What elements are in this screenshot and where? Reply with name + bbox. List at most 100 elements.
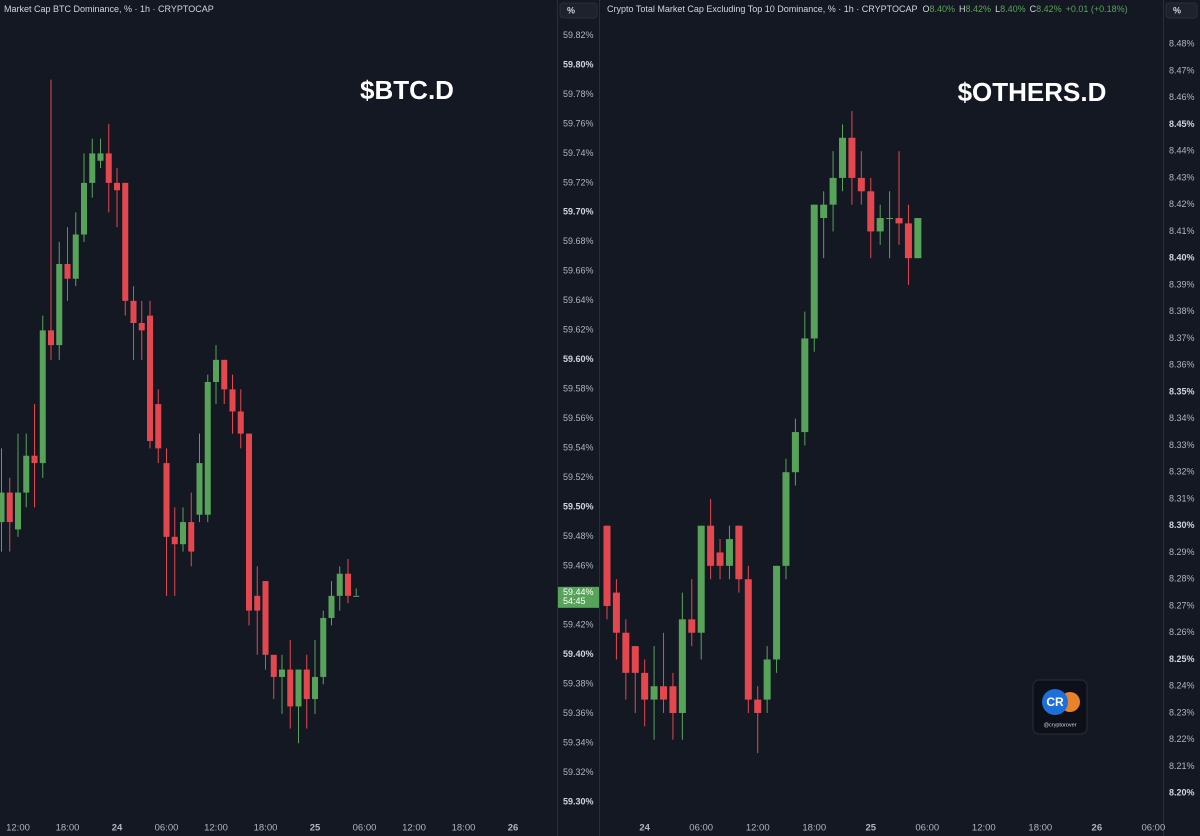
candle-body	[336, 573, 343, 596]
y-tick-label: 59.66%	[563, 266, 594, 276]
y-tick-label: 8.44%	[1169, 146, 1195, 156]
y-tick-label: 59.36%	[563, 708, 594, 718]
y-tick-label: 8.42%	[1169, 199, 1195, 209]
candle-body	[707, 525, 715, 566]
y-tick-label: 8.30%	[1169, 520, 1195, 530]
candle-body	[295, 669, 302, 707]
x-tick-label: 12:00	[204, 823, 228, 834]
y-tick-label: 8.41%	[1169, 226, 1195, 236]
candle-body	[886, 218, 894, 220]
header: Crypto Total Market Cap Excluding Top 10…	[607, 4, 1132, 14]
candle-body	[237, 411, 244, 434]
logo: CR @cryptorover	[1032, 679, 1088, 735]
candle-body	[782, 472, 790, 566]
candle-body	[39, 330, 46, 464]
y-tick-label: 59.32%	[563, 767, 594, 777]
candle-body	[867, 191, 875, 232]
candle-body	[631, 646, 639, 673]
candle-body	[262, 581, 269, 655]
candle-body	[660, 686, 668, 700]
y-tick-label: 59.78%	[563, 89, 594, 99]
y-tick-label: 8.26%	[1169, 627, 1195, 637]
candle-body	[345, 573, 351, 596]
candle-body	[89, 153, 96, 183]
legend-change: +0.01 (+0.18%)	[1065, 4, 1128, 14]
logo-handle: @cryptorover	[1043, 722, 1076, 728]
x-tick-label: 25	[865, 823, 876, 834]
y-tick-label: 59.52%	[563, 472, 594, 482]
y-tick-label: 8.28%	[1169, 574, 1195, 584]
y-tick-label: 59.30%	[563, 797, 594, 807]
x-tick-label: 12:00	[746, 823, 770, 834]
y-tick-label: 59.56%	[563, 413, 594, 423]
candle-body	[678, 619, 686, 713]
x-tick-label: 18:00	[452, 823, 476, 834]
candle-body	[155, 404, 162, 449]
y-tick-label: 8.34%	[1169, 413, 1195, 423]
y-tick-label: 8.38%	[1169, 306, 1195, 316]
legend-value: 8.40%	[1000, 4, 1026, 14]
candle-body	[829, 177, 837, 205]
x-tick-label: 12:00	[402, 823, 426, 834]
y-tick-label: 8.20%	[1169, 788, 1195, 798]
y-tick-label: 59.50%	[563, 502, 594, 512]
candle-body	[904, 223, 912, 259]
x-tick-label: 18:00	[56, 823, 80, 834]
x-tick-label: 25	[310, 823, 321, 834]
candle-body	[105, 153, 112, 183]
price-label-box	[558, 586, 599, 608]
y-tick-label: 59.34%	[563, 738, 594, 748]
candle-body	[791, 432, 799, 473]
candle-body	[763, 659, 771, 700]
candle-body	[876, 218, 884, 232]
y-tick-label: 8.29%	[1169, 547, 1195, 557]
y-tick-label: 8.23%	[1169, 707, 1195, 717]
candle-body	[171, 536, 178, 545]
y-tick-label: 59.80%	[563, 59, 594, 69]
price-label: 59.44%	[563, 587, 594, 597]
y-tick-label: 59.64%	[563, 295, 594, 305]
y-tick-label: 8.22%	[1169, 734, 1195, 744]
y-tick-label: 59.38%	[563, 679, 594, 689]
y-tick-label: 59.62%	[563, 325, 594, 335]
candle-body	[254, 595, 261, 611]
candle-body	[303, 669, 310, 700]
legend-key: C	[1029, 4, 1037, 14]
candle-body	[31, 455, 38, 464]
y-tick-label: 8.40%	[1169, 253, 1195, 263]
unit-box	[559, 2, 598, 19]
candle-body	[114, 182, 120, 191]
y-tick-label: 59.74%	[563, 148, 594, 158]
candle-body	[72, 234, 79, 279]
y-tick-label: 8.46%	[1169, 92, 1195, 102]
unit-label: %	[1173, 5, 1181, 15]
legend-value: 8.42%	[1036, 4, 1062, 14]
x-tick-label: 24	[112, 823, 123, 834]
chart-title: Market Cap BTC Dominance, % · 1h · CRYPT…	[4, 4, 214, 14]
y-tick-label: 59.72%	[563, 177, 594, 187]
annotation: $OTHERS.D	[958, 77, 1107, 107]
y-tick-label: 59.68%	[563, 236, 594, 246]
candle-body	[130, 300, 137, 323]
x-tick-label: 06:00	[689, 823, 713, 834]
candle-body	[270, 654, 277, 677]
y-tick-label: 59.70%	[563, 207, 594, 217]
candle-body	[287, 669, 294, 707]
candle-body	[857, 177, 865, 192]
y-tick-label: 59.76%	[563, 118, 594, 128]
x-tick-label: 06:00	[353, 823, 377, 834]
x-tick-label: 24	[639, 823, 650, 834]
y-tick-label: 59.60%	[563, 354, 594, 364]
y-tick-label: 59.40%	[563, 649, 594, 659]
candle-body	[221, 359, 228, 390]
candle-body	[213, 359, 219, 382]
candle-body	[622, 632, 630, 673]
candle-body	[229, 389, 236, 412]
y-tick-label: 59.54%	[563, 443, 594, 453]
candle-body	[744, 579, 752, 700]
candle-body	[641, 672, 649, 700]
unit-box	[1165, 2, 1198, 19]
y-tick-label: 8.33%	[1169, 440, 1195, 450]
candle-body	[138, 322, 145, 331]
candle-body	[147, 315, 153, 441]
